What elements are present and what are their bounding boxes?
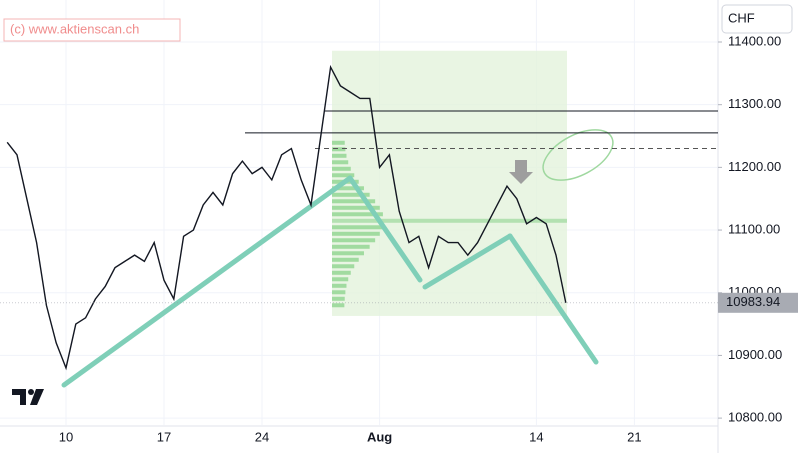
x-tick-label: 14 xyxy=(529,429,543,444)
profile-bar xyxy=(332,257,359,262)
profile-bar xyxy=(332,212,383,217)
profile-bar xyxy=(332,225,383,230)
watermark-box xyxy=(3,18,181,42)
last-price-label: 10983.94 xyxy=(726,294,780,309)
profile-bar xyxy=(332,303,345,308)
logo xyxy=(12,389,44,405)
trend-line xyxy=(61,175,353,388)
profile-bar xyxy=(332,192,370,197)
x-tick-label: Aug xyxy=(367,429,392,444)
trend-line xyxy=(507,233,599,365)
profile-bar xyxy=(332,231,380,236)
profile-bar xyxy=(332,160,349,165)
profile-bar xyxy=(332,186,364,191)
currency-button[interactable] xyxy=(721,4,793,34)
trend-lines xyxy=(61,175,599,388)
profile-bar xyxy=(332,238,376,243)
ellipse-drawing xyxy=(542,129,614,181)
profile-bar xyxy=(332,173,355,178)
profile-bar xyxy=(332,270,351,275)
watermark: (c) www.aktienscan.ch xyxy=(10,21,139,36)
arrow-drawing xyxy=(509,160,533,184)
y-tick-label: 11100.00 xyxy=(728,221,780,236)
profile-bar xyxy=(332,199,376,204)
currency-label[interactable]: CHF xyxy=(728,10,755,25)
profile-bar xyxy=(332,218,567,223)
trend-line xyxy=(347,175,423,283)
profile-bar xyxy=(332,277,349,282)
profile-bar xyxy=(332,153,347,158)
profile-bar xyxy=(332,283,347,288)
x-tick-label: 21 xyxy=(627,429,641,444)
profile-bar xyxy=(332,251,364,256)
y-tick-label: 11300.00 xyxy=(728,96,781,111)
value-zone xyxy=(332,50,567,316)
under-layer xyxy=(0,0,718,425)
y-tick-label: 10800.00 xyxy=(728,410,782,425)
last-price-tag xyxy=(718,292,798,313)
profile-bar xyxy=(332,147,346,152)
profile-bar xyxy=(332,166,351,171)
trend-line xyxy=(422,233,513,290)
profile-bar xyxy=(332,244,370,249)
profile-bar xyxy=(332,296,345,301)
x-tick-label: 17 xyxy=(157,429,171,444)
profile-bar xyxy=(332,290,346,295)
y-tick-label: 10900.00 xyxy=(728,347,782,362)
profile-bar xyxy=(332,205,380,210)
price-line xyxy=(6,64,567,371)
y-tick-label: 11400.00 xyxy=(728,33,781,48)
x-tick-label: 10 xyxy=(59,429,73,444)
y-tick-label: 11200.00 xyxy=(728,159,781,174)
x-tick-label: 24 xyxy=(255,429,269,444)
profile-bar xyxy=(332,264,355,269)
profile-bar xyxy=(332,140,345,145)
